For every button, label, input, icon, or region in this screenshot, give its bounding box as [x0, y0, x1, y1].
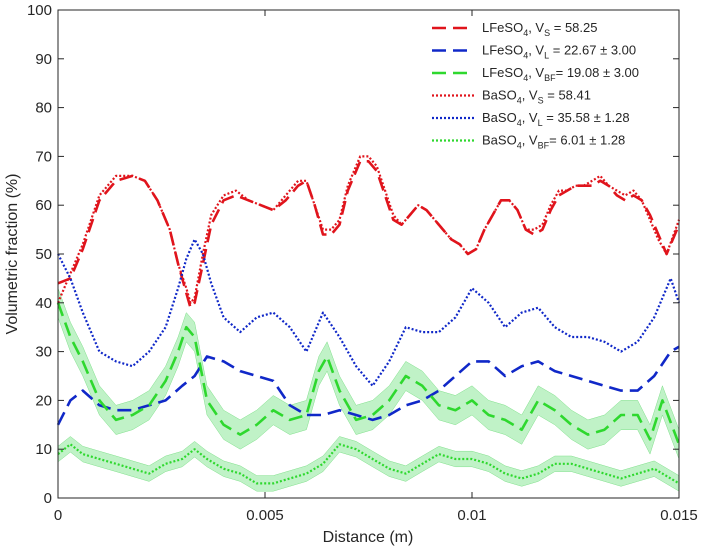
legend-entry-0-tail: = 58.25 — [550, 20, 597, 35]
legend-entry-4: BaSO4, VL = 35.58 ± 1.28 — [482, 110, 630, 128]
legend-entry-0-base: LFeSO — [482, 20, 523, 35]
legend-entry-0-mid: , V — [528, 20, 544, 35]
y-tick-label: 40 — [35, 295, 52, 312]
legend-entry-4-sub1: 4 — [517, 118, 522, 128]
legend-entry-3-sub2: S — [538, 96, 544, 106]
legend-entry-1-mid: , V — [528, 43, 544, 58]
legend-entry-1-base: LFeSO — [482, 43, 523, 58]
legend-entry-5-mid: , V — [522, 133, 538, 148]
y-tick-label: 60 — [35, 197, 52, 214]
y-tick-label: 10 — [35, 441, 52, 458]
legend-entry-3-tail: = 58.41 — [544, 88, 591, 103]
x-tick-label: 0.015 — [660, 507, 698, 524]
legend-entry-0-sub2: S — [544, 28, 550, 38]
legend-entry-5-sub2: BF — [538, 141, 550, 151]
legend-entry-2-base: LFeSO — [482, 65, 523, 80]
y-tick-label: 50 — [35, 246, 52, 263]
y-tick-label: 80 — [35, 100, 52, 117]
y-axis-label: Volumetric fraction (%) — [4, 174, 21, 335]
legend-entry-2-tail: = 19.08 ± 3.00 — [556, 65, 639, 80]
legend-entry-3-sub1: 4 — [517, 96, 522, 106]
legend-entry-2-sub2: BF — [544, 73, 556, 83]
y-tick-label: 70 — [35, 148, 52, 165]
legend-entry-5-base: BaSO — [482, 133, 517, 148]
legend-entry-0-sub1: 4 — [523, 28, 528, 38]
series-3-line — [56, 155, 681, 304]
legend-entry-2: LFeSO4, VBF= 19.08 ± 3.00 — [482, 65, 639, 83]
legend-entry-4-sub2: L — [538, 118, 543, 128]
y-tick-label: 30 — [35, 344, 52, 361]
y-tick-label: 0 — [44, 490, 52, 507]
legend-entry-5-tail: = 6.01 ± 1.28 — [549, 133, 625, 148]
legend-entry-1-tail: = 22.67 ± 3.00 — [549, 43, 636, 58]
series-lines — [56, 155, 681, 485]
legend-entry-4-tail: = 35.58 ± 1.28 — [543, 110, 630, 125]
legend-entry-3-mid: , V — [522, 88, 538, 103]
series-5-line — [57, 443, 680, 485]
x-tick-label: 0.005 — [246, 507, 284, 524]
legend-entry-1-sub2: L — [544, 51, 549, 61]
legend-entry-4-mid: , V — [522, 110, 538, 125]
legend-entry-5-sub1: 4 — [517, 141, 522, 151]
x-axis-label: Distance (m) — [323, 529, 414, 546]
y-tick-label: 20 — [35, 392, 52, 409]
series-4-line — [57, 238, 681, 387]
legend-entry-1-sub1: 4 — [523, 51, 528, 61]
legend-entry-5: BaSO4, VBF= 6.01 ± 1.28 — [482, 133, 625, 151]
x-tick-label: 0.01 — [457, 507, 486, 524]
series-2-line — [56, 302, 681, 445]
series-1-line — [56, 345, 680, 426]
x-tick-label: 0 — [54, 507, 62, 524]
legend-entry-2-sub1: 4 — [523, 73, 528, 83]
legend-entry-0: LFeSO4, VS = 58.25 — [482, 20, 597, 38]
y-tick-label: 100 — [27, 2, 52, 19]
legend-entry-1: LFeSO4, VL = 22.67 ± 3.00 — [482, 43, 636, 61]
legend-entry-2-mid: , V — [528, 65, 544, 80]
legend-entry-3-base: BaSO — [482, 88, 517, 103]
y-tick-label: 90 — [35, 51, 52, 68]
legend-entry-4-base: BaSO — [482, 110, 517, 125]
legend-entry-3: BaSO4, VS = 58.41 — [482, 88, 591, 106]
axis-ticks: 0 0.005 0.01 0.015 0 10 20 30 40 50 60 70 80 90 100 — [27, 2, 698, 524]
